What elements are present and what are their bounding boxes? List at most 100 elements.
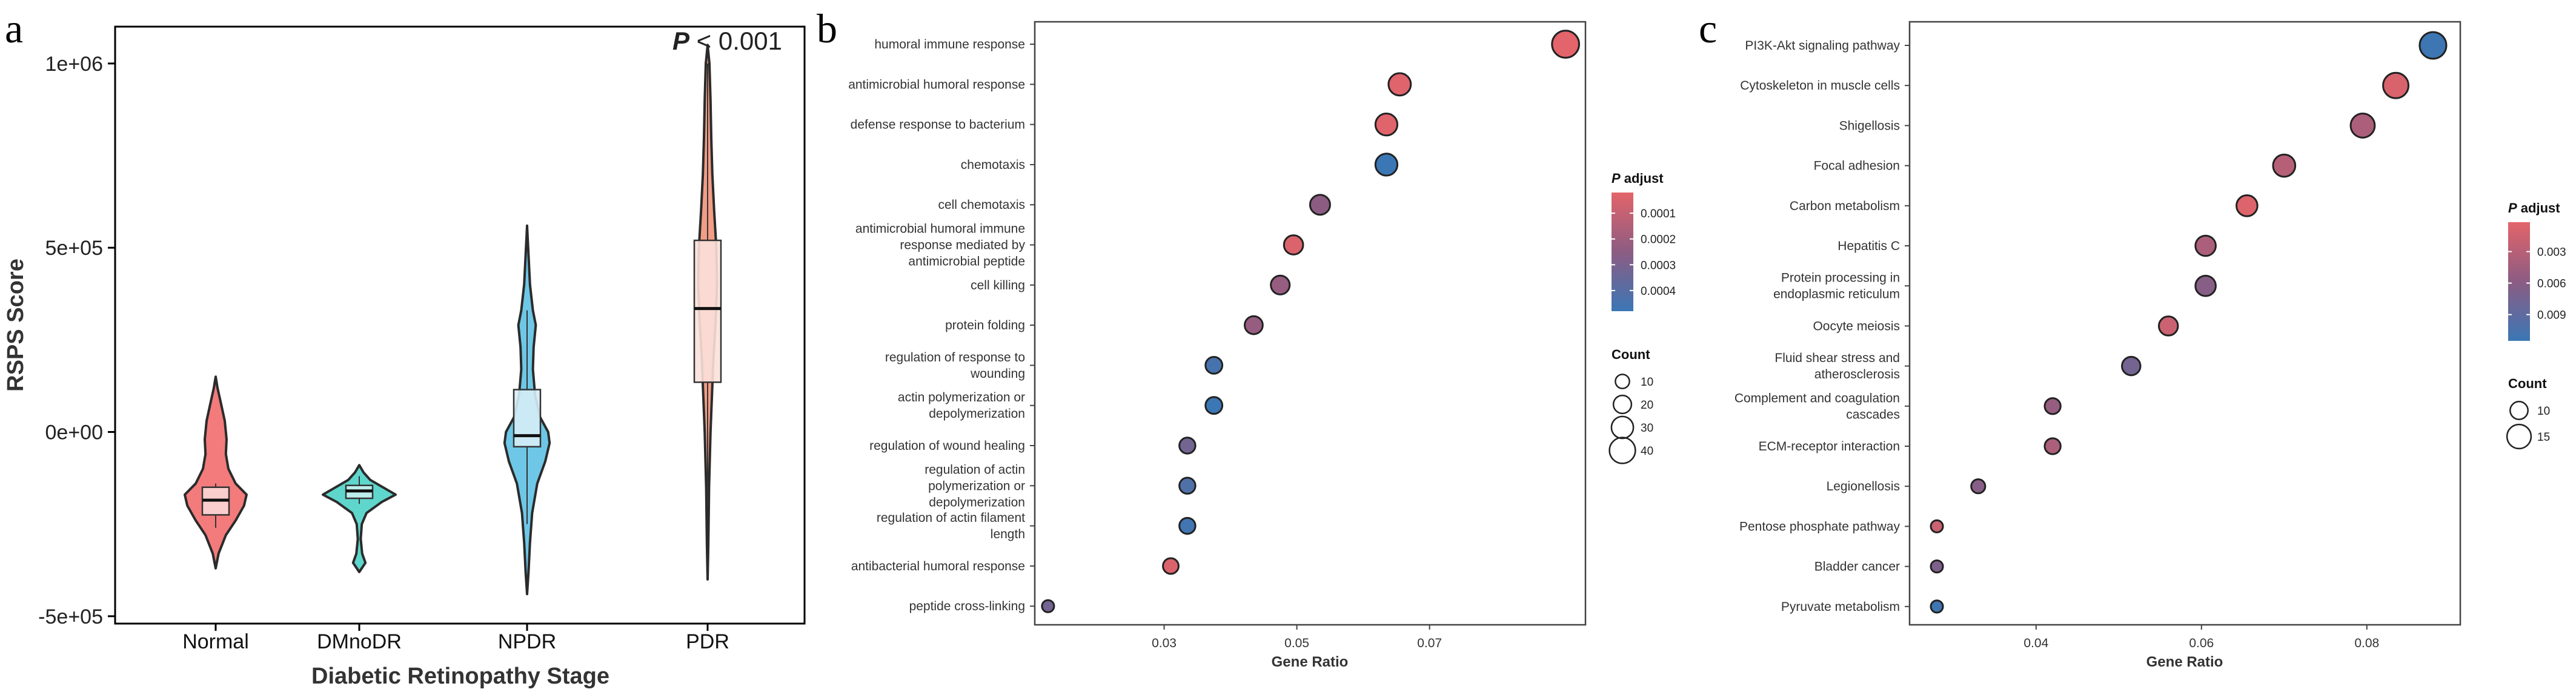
panel-a-violins bbox=[184, 44, 722, 596]
panel-c-term-label-0-line-0: PI3K-Akt signaling pathway bbox=[1745, 39, 1900, 53]
panel-c-dot-11 bbox=[1970, 478, 1987, 495]
panel-c-plot-frame bbox=[1908, 21, 2461, 626]
panel-b-term-label-5-line-2: antimicrobial peptide bbox=[908, 255, 1025, 269]
panel-b-dot-3 bbox=[1374, 153, 1399, 177]
panel-a-x-tick-label-npdr: NPDR bbox=[498, 630, 556, 653]
panel-b-size-legend-circle-0 bbox=[1615, 374, 1630, 389]
panel-b-term-label-3-line-0: chemotaxis bbox=[961, 158, 1025, 172]
panel-b-term-label-13-line-0: antibacterial humoral response bbox=[851, 559, 1025, 573]
panel-c-x-axis-title: Gene Ratio bbox=[2146, 654, 2223, 670]
panel-b-term-label-5-line-0: antimicrobial humoral immune bbox=[855, 222, 1025, 236]
panel-b-term-label-1: antimicrobial humoral response bbox=[848, 77, 1025, 91]
panel-c-term-label-1-line-0: Cytoskeleton in muscle cells bbox=[1740, 79, 1900, 93]
panel-b-size-legend-circle-1 bbox=[1612, 394, 1633, 415]
panel-c-cbar-label-2: 0.009 bbox=[2537, 309, 2566, 322]
panel-a-x-tick-label-dmnodr: DMnoDR bbox=[317, 630, 402, 653]
panel-b-term-label-5-line-1: response mediated by bbox=[900, 239, 1025, 252]
panel-c-size-legend-label-0: 10 bbox=[2537, 405, 2550, 418]
panel-c-term-label-3-line-0: Focal adhesion bbox=[1814, 159, 1900, 173]
panel-b-term-label-11-line-1: polymerization or bbox=[928, 479, 1025, 493]
panel-a-y-tick-label-2: 0e+00 bbox=[45, 421, 104, 444]
panel-b-x-tick-label-1: 0.05 bbox=[1284, 636, 1309, 650]
panel-b-size-legend-title: Count bbox=[1612, 347, 1650, 362]
panel-b-term-label-4: cell chemotaxis bbox=[938, 198, 1025, 212]
panel-b-term-label-7: protein folding bbox=[945, 318, 1025, 332]
panel-b-term-label-6: cell killing bbox=[971, 278, 1025, 292]
panel-c-x-tick-label-1: 0.06 bbox=[2189, 636, 2214, 650]
panel-b-dot-13 bbox=[1162, 557, 1180, 575]
panel-b-term-label-3: chemotaxis bbox=[961, 158, 1025, 172]
panel-b-size-legend-label-0: 10 bbox=[1641, 376, 1653, 389]
panel-b-dot-0 bbox=[1551, 30, 1580, 59]
panel-b-term-label-0-line-0: humoral immune response bbox=[874, 38, 1025, 51]
panel-b-cbar-label-1: 0.0002 bbox=[1641, 234, 1676, 246]
panel-a-x-tick-label-normal: Normal bbox=[182, 630, 249, 653]
panel-c-dot-10 bbox=[2043, 437, 2062, 455]
panel-b-term-label-11-line-0: regulation of actin bbox=[925, 463, 1025, 476]
panel-c-term-label-4-line-0: Carbon metabolism bbox=[1790, 199, 1900, 213]
panel-b-term-label-8-line-0: regulation of response to bbox=[885, 351, 1025, 364]
panel-b-x-tick-label-2: 0.07 bbox=[1417, 636, 1442, 650]
panel-b-size-legend-label-3: 40 bbox=[1641, 445, 1653, 458]
panel-c-dot-2 bbox=[2349, 112, 2376, 139]
panel-b-term-label-13: antibacterial humoral response bbox=[851, 559, 1025, 573]
panel-b-term-label-5: antimicrobial humoral immune response med… bbox=[855, 222, 1026, 269]
panel-c-term-label-13-line-0: Bladder cancer bbox=[1814, 560, 1900, 574]
panel-b-term-label-9-line-1: depolymerization bbox=[929, 407, 1025, 421]
panel-b-term-label-10-line-0: regulation of wound healing bbox=[869, 439, 1025, 453]
panel-c-dots bbox=[1930, 31, 2448, 614]
panel-c-dot-3 bbox=[2272, 153, 2297, 178]
panel-a-y-tick-label-3: -5e+05 bbox=[38, 605, 103, 628]
panel-c-term-label-13: Bladder cancer bbox=[1814, 560, 1900, 574]
panel-b-dot-6 bbox=[1270, 274, 1291, 295]
panel-c-term-label-3: Focal adhesion bbox=[1814, 159, 1900, 173]
panel-b-term-label-14-line-0: peptide cross-linking bbox=[909, 599, 1025, 613]
panel-b-size-legend-label-1: 20 bbox=[1641, 399, 1653, 412]
panel-b-size-legend-circle-3 bbox=[1608, 437, 1636, 464]
panel-b-size-legend: 10 20 30 40 bbox=[1608, 374, 1653, 464]
panel-b-dot-11 bbox=[1178, 476, 1197, 495]
panel-a-plot-frame bbox=[114, 25, 806, 625]
panel-b-plot-frame bbox=[1034, 21, 1587, 626]
panel-c-term-label-7-line-0: Oocyte meiosis bbox=[1813, 319, 1900, 333]
panel-c-term-label-9-line-1: cascades bbox=[1846, 407, 1900, 421]
panel-c-term-label-9: Complement and coagulation cascades bbox=[1734, 391, 1900, 421]
panel-c-term-label-7: Oocyte meiosis bbox=[1813, 319, 1900, 333]
panel-b-color-legend-title: P adjust bbox=[1612, 171, 1664, 186]
panel-c-x-tick-label-2: 0.08 bbox=[2354, 636, 2379, 650]
panel-b-term-label-0: humoral immune response bbox=[874, 38, 1025, 51]
panel-b-x-axis-title: Gene Ratio bbox=[1272, 654, 1349, 670]
panel-b-dot-10 bbox=[1178, 437, 1197, 455]
panel-c-dot-9 bbox=[2043, 397, 2062, 415]
panel-c-dot-0 bbox=[2418, 31, 2448, 60]
panel-b-term-label-12-line-0: regulation of actin filament bbox=[877, 511, 1025, 525]
panel-c-dot-7 bbox=[2157, 315, 2179, 337]
panel-c-term-label-8: Fluid shear stress and atherosclerosis bbox=[1774, 351, 1900, 381]
panel-b-dot-9 bbox=[1204, 396, 1224, 415]
panel-c-dot-8 bbox=[2121, 355, 2142, 377]
panel-c-dot-13 bbox=[1930, 559, 1944, 574]
panel-a-x-axis-title: Diabetic Retinopathy Stage bbox=[311, 664, 609, 689]
panel-c-term-label-1: Cytoskeleton in muscle cells bbox=[1740, 79, 1900, 93]
panel-b-dot-8 bbox=[1204, 356, 1224, 375]
panel-b-term-label-12-line-1: length bbox=[991, 527, 1025, 541]
panel-c-color-bar-ticks: 0.003 0.006 0.009 bbox=[2508, 246, 2566, 322]
panel-c-size-legend-circle-0 bbox=[2509, 401, 2529, 420]
panel-a-x-tick-label-pdr: PDR bbox=[686, 630, 729, 653]
panel-a-p-value-annotation: P < 0.001 bbox=[672, 27, 782, 55]
panel-b-term-label-1-line-0: antimicrobial humoral response bbox=[848, 77, 1025, 91]
panel-c-term-label-5: Hepatitis C bbox=[1837, 239, 1900, 253]
panel-b-term-labels: humoral immune response antimicrobial hum… bbox=[848, 38, 1035, 613]
panel-c-dot-1 bbox=[2382, 71, 2409, 99]
panel-c-term-label-12: Pentose phosphate pathway bbox=[1739, 519, 1900, 533]
c-legend-adjust: adjust bbox=[2517, 200, 2561, 216]
violin-dmnodr bbox=[322, 464, 397, 573]
panel-a-x-axis: Normal DMnoDR NPDR PDR bbox=[182, 624, 729, 653]
panel-letter-b: b bbox=[817, 5, 837, 51]
panel-c-term-label-0: PI3K-Akt signaling pathway bbox=[1745, 39, 1900, 53]
panel-c-term-label-10-line-0: ECM-receptor interaction bbox=[1759, 440, 1900, 453]
panel-c-term-label-5-line-0: Hepatitis C bbox=[1837, 239, 1900, 253]
panel-c-term-label-4: Carbon metabolism bbox=[1790, 199, 1900, 213]
panel-c-term-labels: PI3K-Akt signaling pathway Cytoskeleton i… bbox=[1734, 39, 1910, 614]
